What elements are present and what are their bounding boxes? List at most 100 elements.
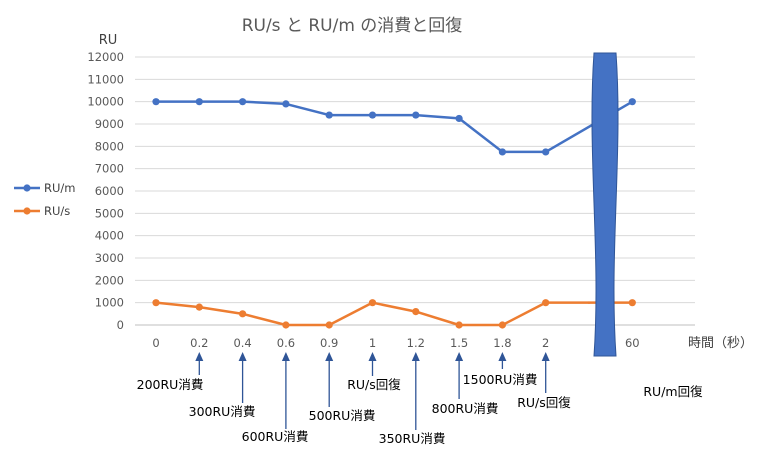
y-tick-label: 4000 xyxy=(95,229,124,243)
x-tick-label: 60 xyxy=(625,336,640,350)
data-point xyxy=(195,98,203,106)
annotation-label: RU/s回復 xyxy=(517,395,571,410)
series-segment xyxy=(241,100,288,106)
data-point xyxy=(455,114,463,123)
data-point xyxy=(628,98,636,106)
y-tick-label: 7000 xyxy=(95,162,124,176)
data-point xyxy=(195,303,203,311)
annotation-label: 1500RU消費 xyxy=(463,372,538,387)
legend: RU/m RU/s xyxy=(14,181,76,218)
legend-label: RU/m xyxy=(44,181,76,195)
series-RU/s xyxy=(152,299,636,329)
series-RU/m xyxy=(152,98,636,156)
series-segment xyxy=(284,102,331,117)
annotation: 1500RU消費 xyxy=(463,352,538,387)
data-point xyxy=(542,148,550,156)
y-tick-label: 0 xyxy=(117,318,124,332)
annotation: 200RU消費 xyxy=(137,352,204,392)
data-point xyxy=(498,321,506,329)
y-tick-label: 3000 xyxy=(95,251,124,265)
data-point xyxy=(412,308,420,316)
data-point xyxy=(325,111,333,119)
chart-title: RU/s と RU/m の消費と回復 xyxy=(242,16,463,36)
annotation-label: 300RU消費 xyxy=(189,404,256,419)
annotation: 350RU消費 xyxy=(379,352,446,446)
data-point xyxy=(412,111,420,119)
series-segment xyxy=(154,301,201,309)
legend-marker xyxy=(23,207,31,215)
series-segment xyxy=(414,310,461,327)
series-segment xyxy=(198,305,244,316)
data-point xyxy=(455,321,463,329)
legend-label: RU/s xyxy=(44,204,70,218)
annotation: 800RU消費 xyxy=(432,352,499,416)
annotation-arrow-head xyxy=(238,352,247,361)
y-tick-labels: 0 1000 2000 3000 4000 5000 6000 7000 8000 9000 100… xyxy=(87,50,124,332)
y-tick-label: 9000 xyxy=(95,117,124,131)
annotation-label: 600RU消費 xyxy=(242,429,309,444)
data-point xyxy=(282,321,290,329)
y-tick-label: 1000 xyxy=(95,296,124,310)
annotation-arrow-head xyxy=(541,352,550,361)
data-point xyxy=(239,310,247,318)
data-point xyxy=(282,100,290,108)
data-point xyxy=(368,111,377,119)
data-point xyxy=(542,299,550,307)
x-tick-label: 1.8 xyxy=(493,336,511,350)
y-tick-label: 8000 xyxy=(95,139,124,153)
series-segment xyxy=(327,301,374,327)
series-segment xyxy=(457,117,504,154)
annotation-arrow-head xyxy=(455,352,464,361)
annotation-label: 800RU消費 xyxy=(432,401,499,416)
axis-break-marker xyxy=(591,52,619,357)
x-tick-label: 2 xyxy=(542,336,549,350)
data-point xyxy=(152,98,160,106)
y-tick-label: 5000 xyxy=(95,206,124,220)
data-point xyxy=(498,148,506,156)
annotation-label: RU/s回復 xyxy=(347,377,401,392)
data-point xyxy=(239,98,247,106)
annotation: 500RU消費 xyxy=(309,352,375,423)
annotation: RU/s回復 xyxy=(517,352,571,410)
x-tick-label: 0 xyxy=(152,336,159,350)
x-tick-label: 1 xyxy=(369,336,376,350)
y-tick-label: 2000 xyxy=(95,273,124,287)
annotation-arrow-head xyxy=(325,352,334,361)
series-segment xyxy=(241,312,288,327)
annotation-arrow-head xyxy=(368,352,377,361)
y-tick-label: 12000 xyxy=(87,50,124,64)
annotation-label: 350RU消費 xyxy=(379,431,446,446)
annotation: RU/s回復 xyxy=(347,352,401,392)
x-tick-label: 0.9 xyxy=(320,336,338,350)
series-segment xyxy=(414,113,461,120)
annotation-arrow-head xyxy=(498,352,507,361)
annotation-arrow-head xyxy=(281,352,290,361)
series-segment xyxy=(371,301,418,313)
data-point xyxy=(325,321,333,329)
annotation-arrow-head xyxy=(195,352,204,361)
x-tick-label: 0.4 xyxy=(233,336,251,350)
y-tick-label: 11000 xyxy=(87,72,124,86)
x-tick-label: 0.2 xyxy=(190,336,208,350)
break-band xyxy=(591,52,619,357)
data-point xyxy=(152,299,160,307)
annotation: 600RU消費 xyxy=(242,352,309,444)
legend-marker xyxy=(23,184,31,192)
data-point xyxy=(368,299,377,307)
series-segment xyxy=(544,100,634,154)
annotation: 300RU消費 xyxy=(189,352,256,419)
annotation-label: RU/m回復 xyxy=(643,384,703,399)
x-axis-label: 時間（秒） xyxy=(688,336,753,351)
y-tick-label: 6000 xyxy=(95,184,124,198)
series-segment xyxy=(501,301,547,327)
annotation-label: 200RU消費 xyxy=(137,377,204,392)
data-point xyxy=(628,299,636,307)
x-tick-label: 0.6 xyxy=(277,336,295,350)
annotation-arrow-head xyxy=(411,352,420,361)
x-tick-label: 1.5 xyxy=(450,336,468,350)
x-tick-label: 1.2 xyxy=(407,336,425,350)
annotation: RU/m回復 xyxy=(643,384,703,399)
y-tick-label: 10000 xyxy=(87,95,124,109)
